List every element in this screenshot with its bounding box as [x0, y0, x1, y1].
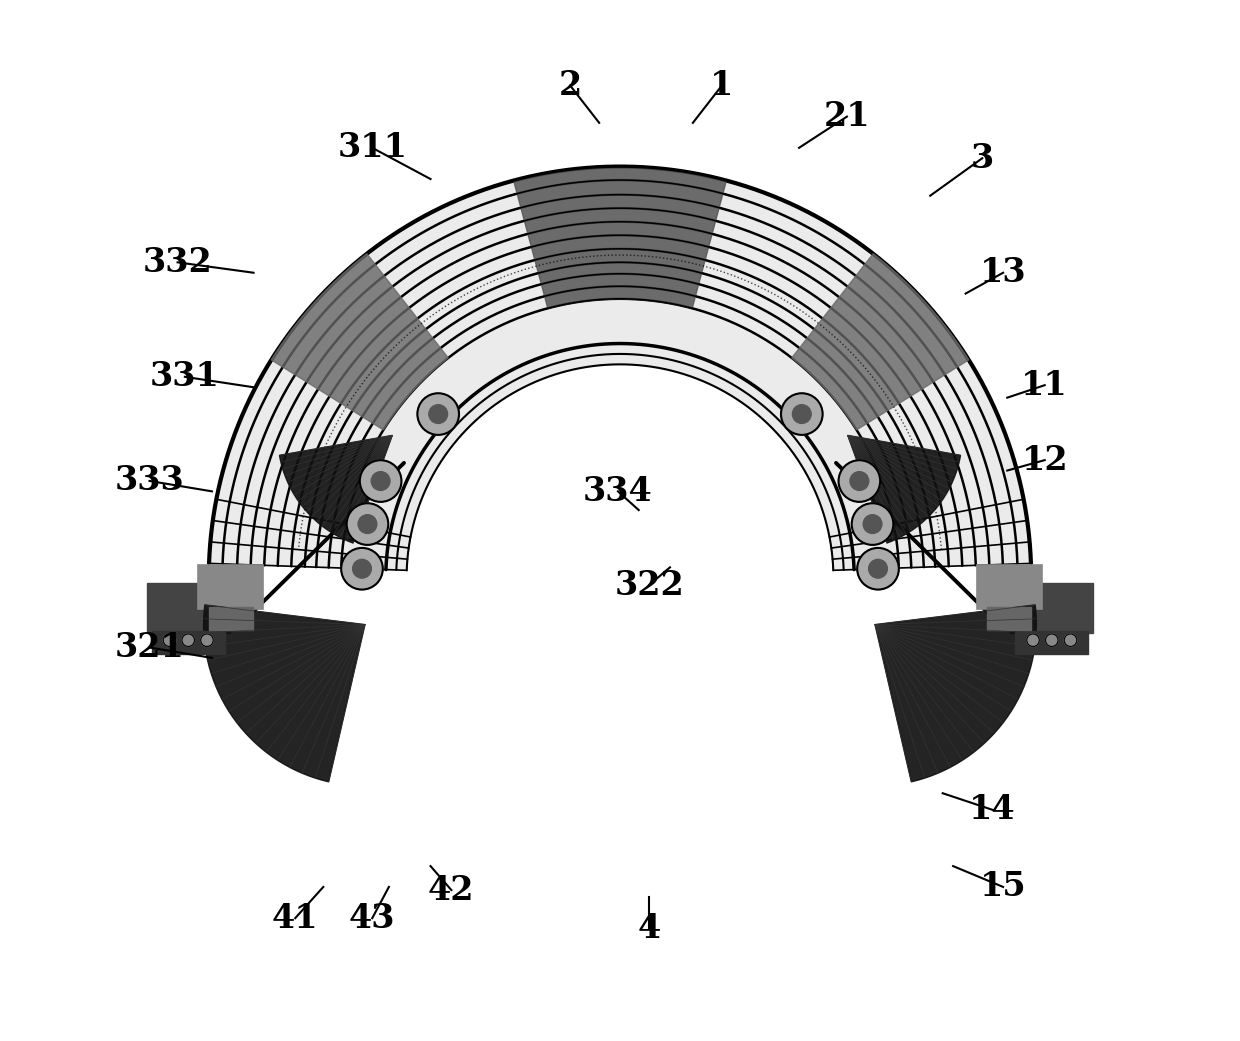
Bar — [198, 565, 263, 609]
Circle shape — [341, 548, 383, 589]
Circle shape — [352, 559, 371, 578]
Text: 322: 322 — [614, 568, 684, 602]
Bar — [208, 607, 253, 630]
Bar — [987, 607, 1032, 630]
Text: 12: 12 — [1022, 443, 1068, 477]
Polygon shape — [848, 435, 961, 543]
Circle shape — [182, 634, 195, 646]
Text: 334: 334 — [583, 475, 652, 508]
Text: 13: 13 — [980, 256, 1027, 289]
Circle shape — [358, 514, 377, 533]
Circle shape — [347, 503, 388, 544]
Text: 1: 1 — [711, 69, 734, 102]
Polygon shape — [279, 435, 392, 543]
Text: 321: 321 — [114, 631, 185, 664]
Text: 21: 21 — [823, 100, 870, 133]
Circle shape — [869, 559, 888, 578]
Circle shape — [1045, 634, 1058, 646]
Text: 43: 43 — [348, 902, 396, 935]
Text: 3: 3 — [971, 142, 994, 175]
Bar — [151, 631, 224, 654]
Text: 15: 15 — [980, 870, 1027, 904]
Text: 331: 331 — [150, 360, 219, 393]
Bar — [1016, 631, 1089, 654]
Text: 311: 311 — [337, 131, 407, 164]
Text: 333: 333 — [114, 464, 185, 498]
Circle shape — [360, 460, 402, 502]
Circle shape — [838, 460, 880, 502]
Text: 41: 41 — [272, 902, 319, 935]
Text: 332: 332 — [143, 246, 212, 279]
Polygon shape — [210, 167, 1030, 570]
Circle shape — [201, 634, 213, 646]
Circle shape — [1027, 634, 1039, 646]
Polygon shape — [272, 254, 448, 430]
Polygon shape — [792, 254, 968, 430]
Circle shape — [418, 393, 459, 435]
FancyBboxPatch shape — [146, 583, 229, 633]
Text: 2: 2 — [558, 69, 582, 102]
Polygon shape — [513, 167, 727, 308]
Circle shape — [371, 472, 391, 490]
Circle shape — [857, 548, 899, 589]
Circle shape — [792, 405, 811, 424]
Circle shape — [863, 514, 882, 533]
Circle shape — [164, 634, 176, 646]
Text: 14: 14 — [970, 793, 1016, 827]
Bar — [977, 565, 1042, 609]
Circle shape — [849, 472, 869, 490]
Circle shape — [429, 405, 448, 424]
Text: 11: 11 — [1022, 369, 1068, 402]
Text: 42: 42 — [428, 873, 475, 907]
Text: 4: 4 — [637, 912, 661, 945]
Polygon shape — [203, 605, 365, 782]
Circle shape — [852, 503, 893, 544]
Polygon shape — [875, 605, 1037, 782]
Circle shape — [781, 393, 822, 435]
FancyBboxPatch shape — [1011, 583, 1094, 633]
Circle shape — [1064, 634, 1076, 646]
